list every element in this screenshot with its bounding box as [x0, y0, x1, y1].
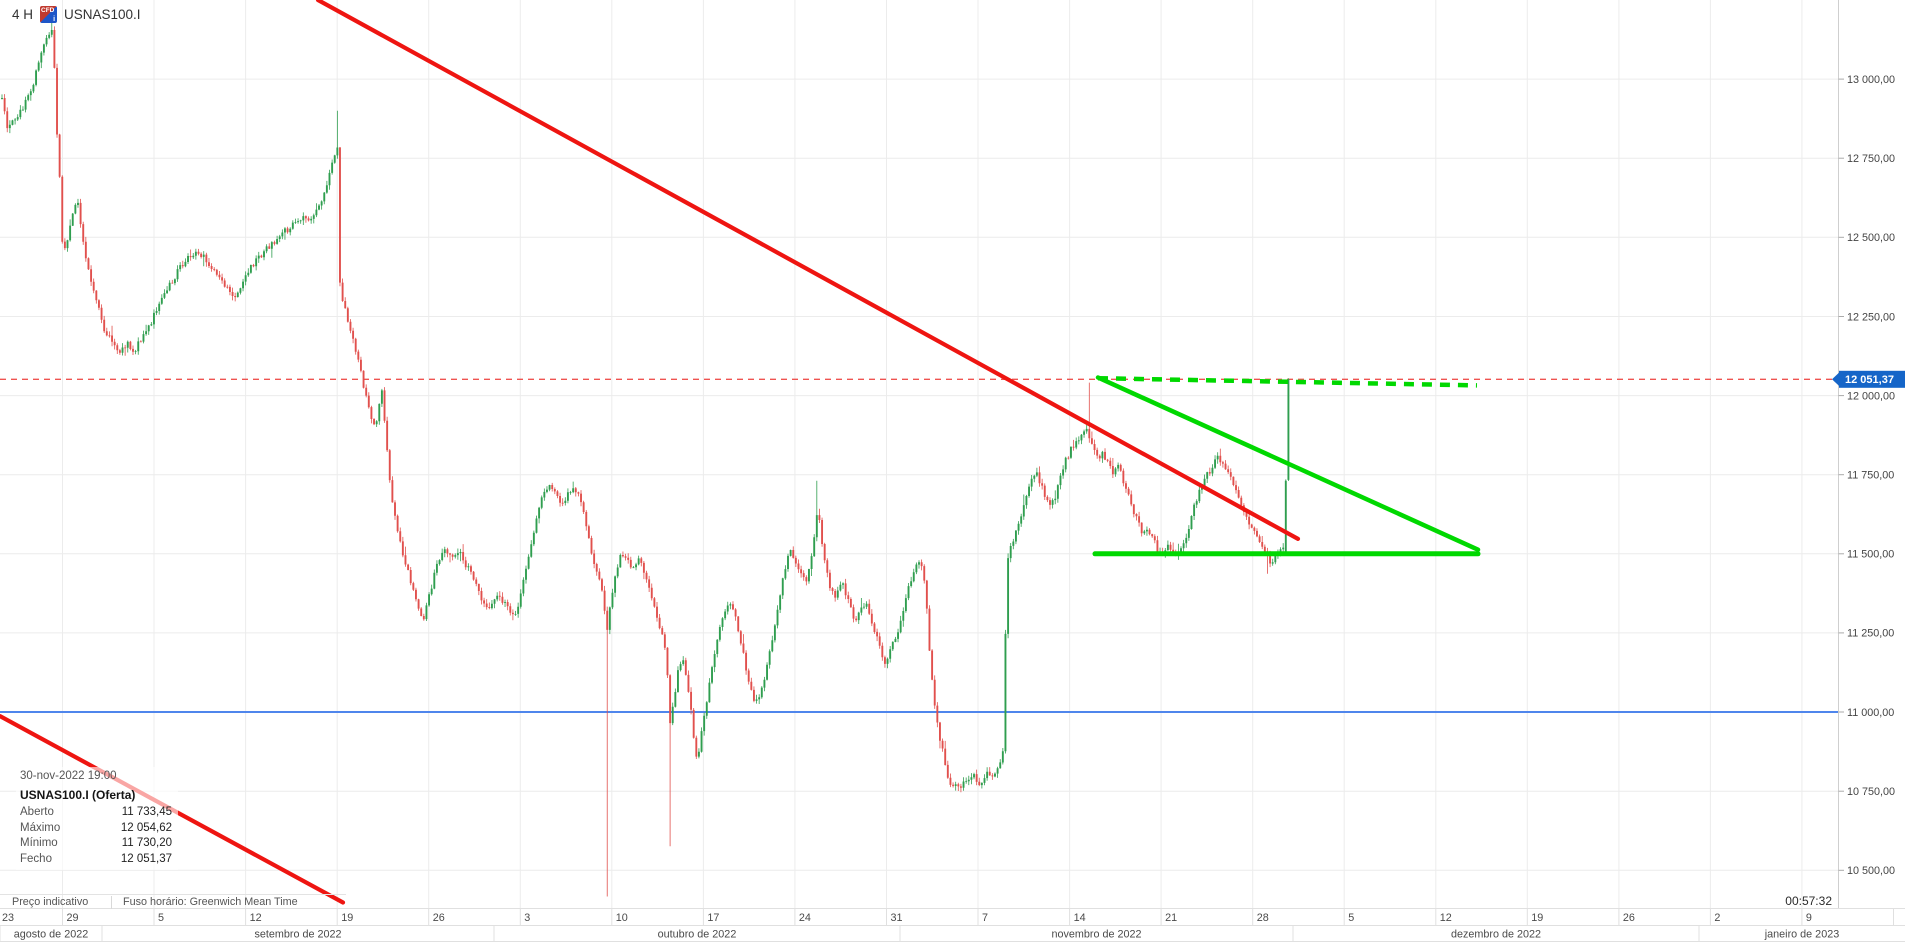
tooltip-instrument: USNAS100.I (Oferta) — [20, 788, 136, 802]
date-tick-label: 19 — [1531, 912, 1543, 924]
tooltip-open-row: Aberto 11 733,45 — [20, 806, 172, 818]
month-label: dezembro de 2022 — [1451, 929, 1541, 941]
cfd-instrument-icon: CFD i — [40, 6, 58, 23]
tooltip-low-row: Mínimo 11 730,20 — [20, 837, 172, 849]
month-label: agosto de 2022 — [14, 929, 88, 941]
price-label: 12 500,00 — [1847, 232, 1895, 244]
date-tick-label: 5 — [158, 912, 164, 924]
month-label: setembro de 2022 — [254, 929, 341, 941]
price-label: 12 750,00 — [1847, 153, 1895, 165]
date-tick-label: 10 — [616, 912, 628, 924]
price-label: 10 500,00 — [1847, 865, 1895, 877]
tooltip-close-row: Fecho 12 051,37 — [20, 852, 172, 865]
price-label: 13 000,00 — [1847, 74, 1895, 86]
price-label: 11 250,00 — [1847, 628, 1894, 640]
date-tick-label: 2 — [1714, 912, 1720, 924]
current-price-badge-arrow — [1832, 371, 1840, 387]
date-tick-label: 12 — [250, 912, 262, 924]
ohlc-tooltip: 30-nov-2022 19:00 USNAS100.I (Oferta) Ab… — [16, 767, 178, 870]
date-tick-label: 26 — [1623, 912, 1635, 924]
current-price-badge-label: 12 051,37 — [1845, 374, 1894, 386]
date-tick-label: 3 — [524, 912, 530, 924]
dashed-resistance-drawing-green[interactable] — [1097, 375, 1478, 388]
date-tick-label: 26 — [433, 912, 445, 924]
timezone-label: Fuso horário: Greenwich Mean Time — [123, 896, 298, 908]
indicative-price-label: Preço indicativo — [12, 896, 89, 908]
candle-close-countdown: 00:57:32 — [1785, 894, 1832, 908]
month-label: janeiro de 2023 — [1764, 929, 1839, 941]
tooltip-date: 30-nov-2022 19:00 — [20, 770, 117, 782]
tooltip-high-row: Máximo 12 054,62 — [20, 821, 172, 834]
price-label: 12 000,00 — [1847, 390, 1895, 402]
price-label: 12 250,00 — [1847, 311, 1895, 323]
date-tick-label: 19 — [341, 912, 353, 924]
trendline-drawing-red-main[interactable] — [315, 0, 1301, 542]
date-tick-label: 21 — [1165, 912, 1177, 924]
date-tick-label: 31 — [891, 912, 903, 924]
price-label: 11 000,00 — [1847, 707, 1894, 719]
descending-line-drawing-green[interactable] — [1095, 375, 1481, 552]
status-divider — [111, 895, 112, 909]
date-tick-label: 17 — [707, 912, 719, 924]
price-label: 10 750,00 — [1847, 786, 1895, 798]
date-tick-label: 28 — [1257, 912, 1269, 924]
date-tick-label: 5 — [1348, 912, 1354, 924]
current-price-badge — [1839, 370, 1905, 388]
price-label: 11 500,00 — [1847, 549, 1894, 561]
date-tick-label: 14 — [1074, 912, 1086, 924]
date-tick-label: 23 — [2, 912, 14, 924]
date-tick-label: 7 — [982, 912, 988, 924]
date-tick-label: 9 — [1806, 912, 1812, 924]
instrument-symbol[interactable]: USNAS100.I — [64, 7, 141, 22]
month-label: outubro de 2022 — [658, 929, 737, 941]
status-bar: Preço indicativo Fuso horário: Greenwich… — [0, 894, 346, 909]
price-axis[interactable]: 13 000,00 12 750,00 12 500,00 12 250,00 12 0… — [1832, 0, 1905, 908]
gridlines — [0, 0, 1838, 908]
date-tick-label: 12 — [1440, 912, 1452, 924]
timeframe-selector[interactable]: 4 H — [12, 7, 34, 22]
month-label: novembro de 2022 — [1051, 929, 1141, 941]
cfd-icon-sub: i — [53, 16, 56, 23]
price-label: 11 750,00 — [1847, 470, 1894, 482]
cfd-icon-label: CFD — [41, 7, 55, 14]
chart-titlebar: 4 H CFD i USNAS100.I — [12, 6, 141, 23]
date-tick-label: 29 — [67, 912, 79, 924]
date-tick-label: 24 — [799, 912, 811, 924]
